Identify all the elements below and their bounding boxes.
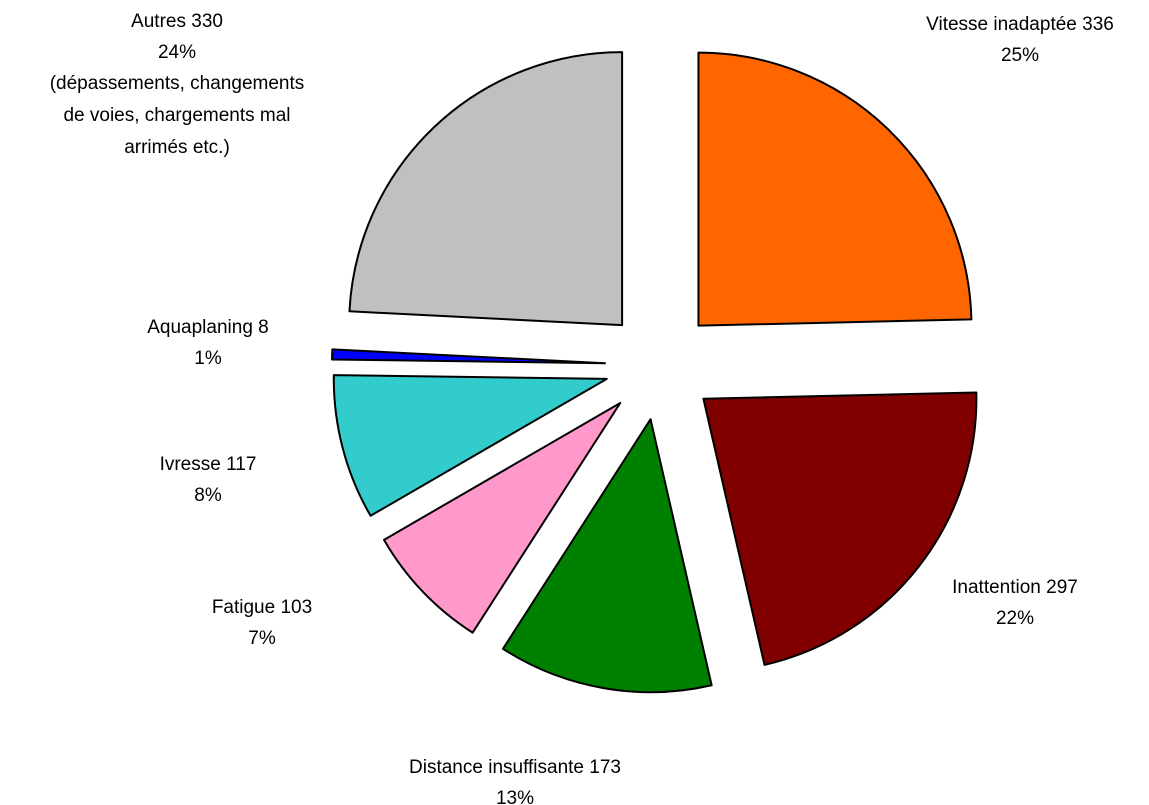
pie-slice <box>697 51 973 327</box>
slice-value: 103 <box>280 597 312 618</box>
pie-slice <box>331 348 607 365</box>
annotation: de voies, chargements mal <box>63 105 290 126</box>
slice-value: 330 <box>191 11 223 32</box>
slice-value: 173 <box>589 757 621 778</box>
percent-label: 1% <box>194 348 222 369</box>
pie-slice <box>332 374 608 517</box>
percent-label: 25% <box>1001 45 1039 66</box>
slice-label: Distance insuffisante 173 <box>409 757 621 778</box>
slice-label: Aquaplaning 8 <box>147 317 269 338</box>
percent-label: 8% <box>194 485 222 506</box>
slice-label: Autres 330 <box>131 11 223 32</box>
slice-label: Ivresse 117 <box>160 454 257 475</box>
slice-value: 336 <box>1082 14 1114 35</box>
slice-value: 117 <box>226 454 256 475</box>
category-name: Fatigue <box>212 597 275 618</box>
pie-slice <box>702 391 978 666</box>
category-name: Distance insuffisante <box>409 757 584 778</box>
category-name: Inattention <box>952 577 1041 598</box>
slice-value: 8 <box>258 317 269 338</box>
slice-value: 297 <box>1046 577 1078 598</box>
pie-slice <box>348 51 624 327</box>
slice-label: Inattention 297 <box>952 577 1078 598</box>
percent-label: 22% <box>996 608 1034 629</box>
category-name: Ivresse <box>160 454 221 475</box>
annotation: arrimés etc.) <box>124 137 230 158</box>
pie-slice <box>501 418 713 694</box>
percent-label: 7% <box>248 628 276 649</box>
percent-label: 13% <box>496 788 534 805</box>
category-name: Autres <box>131 11 186 32</box>
category-name: Vitesse inadaptée <box>926 14 1077 35</box>
annotation: (dépassements, changements <box>50 73 305 94</box>
slice-label: Vitesse inadaptée 336 <box>926 14 1114 35</box>
category-name: Aquaplaning <box>147 317 253 338</box>
slice-label: Fatigue 103 <box>212 597 312 618</box>
pie-slice <box>383 401 622 634</box>
percent-label: 24% <box>158 42 196 63</box>
